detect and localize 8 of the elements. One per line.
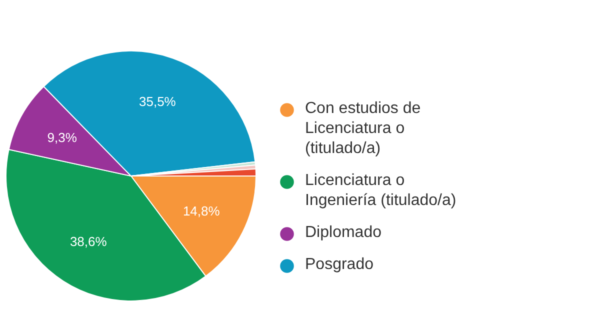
data-label: 35,5%: [139, 94, 176, 109]
data-label: 38,6%: [70, 234, 108, 250]
legend-label: Con estudios de Licenciatura o (titulado/a): [305, 100, 421, 157]
legend-label: Posgrado: [305, 256, 374, 273]
data-label: 9,3%: [47, 130, 78, 145]
data-label: 14,8%: [182, 203, 220, 218]
legend-label: Licenciatura o Ingeniería (titulado/a): [305, 172, 456, 209]
legend-label: Diplomado: [305, 224, 382, 241]
